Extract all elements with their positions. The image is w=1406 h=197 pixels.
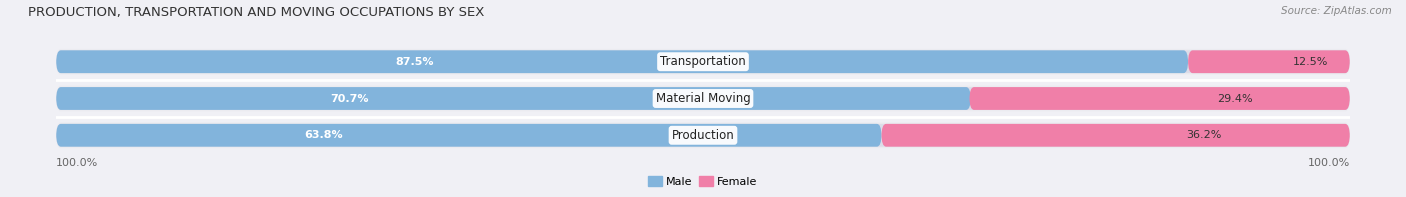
Text: PRODUCTION, TRANSPORTATION AND MOVING OCCUPATIONS BY SEX: PRODUCTION, TRANSPORTATION AND MOVING OC… [28, 6, 485, 19]
FancyBboxPatch shape [56, 49, 1350, 75]
FancyBboxPatch shape [970, 87, 1350, 110]
Text: Source: ZipAtlas.com: Source: ZipAtlas.com [1281, 6, 1392, 16]
Text: Material Moving: Material Moving [655, 92, 751, 105]
FancyBboxPatch shape [56, 124, 882, 147]
Text: 36.2%: 36.2% [1185, 130, 1222, 140]
FancyBboxPatch shape [1188, 50, 1350, 73]
Text: Transportation: Transportation [661, 55, 745, 68]
Text: 87.5%: 87.5% [396, 57, 434, 67]
FancyBboxPatch shape [56, 87, 1350, 110]
Text: 63.8%: 63.8% [304, 130, 343, 140]
FancyBboxPatch shape [56, 50, 1188, 73]
FancyBboxPatch shape [56, 87, 970, 110]
FancyBboxPatch shape [56, 50, 1350, 73]
Text: 70.7%: 70.7% [330, 94, 370, 103]
Text: 29.4%: 29.4% [1216, 94, 1253, 103]
FancyBboxPatch shape [882, 124, 1350, 147]
Text: 100.0%: 100.0% [1308, 158, 1350, 168]
FancyBboxPatch shape [56, 122, 1350, 148]
FancyBboxPatch shape [56, 124, 1350, 147]
Text: Production: Production [672, 129, 734, 142]
FancyBboxPatch shape [56, 86, 1350, 111]
Text: 100.0%: 100.0% [56, 158, 98, 168]
Text: 12.5%: 12.5% [1294, 57, 1329, 67]
Legend: Male, Female: Male, Female [644, 172, 762, 191]
